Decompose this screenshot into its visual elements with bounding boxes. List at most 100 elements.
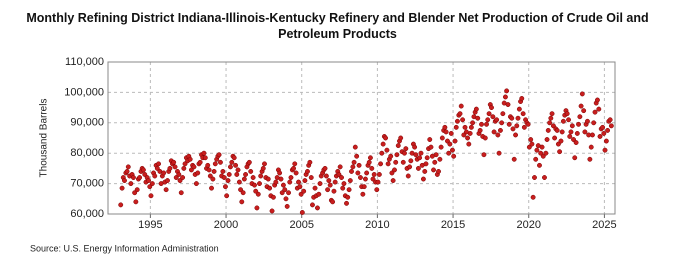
y-tick-label: 100,000 [64,86,104,98]
point [453,124,459,130]
point [360,191,366,197]
point [431,167,436,173]
point [417,155,423,161]
point [520,111,526,117]
point [574,130,580,136]
point [530,194,536,200]
point [327,182,333,188]
point [156,161,161,167]
point [412,144,418,150]
point [167,165,173,171]
point [193,181,199,187]
y-axis-label: Thousand Barrels [39,99,50,178]
point [341,181,347,187]
point [560,118,566,124]
point [573,140,579,146]
point [258,173,264,179]
point [133,199,139,205]
point [283,196,289,202]
point [437,156,443,162]
point [455,118,460,124]
point [362,176,368,182]
point [305,168,310,174]
point [287,179,293,185]
point [447,141,453,147]
point [519,96,525,101]
chart-title: Monthly Refining District Indiana-Illino… [26,11,649,41]
point [557,149,563,155]
point [533,156,539,162]
point [293,170,299,176]
point [376,172,382,177]
point [332,179,338,185]
point [415,165,421,171]
point [379,150,385,156]
point [355,170,361,176]
point [326,178,332,184]
point [433,152,439,158]
point [490,114,496,120]
point [347,178,353,184]
point [481,152,487,158]
point [325,187,331,193]
point [255,191,261,197]
point [273,179,279,185]
point [234,172,240,177]
point [140,167,146,173]
point [585,118,590,124]
point [432,159,438,165]
point [361,184,367,190]
point [587,156,593,162]
x-tick-label: 2010 [365,219,389,231]
point [594,97,600,103]
point [217,159,223,165]
point [227,164,233,170]
point [236,179,242,185]
point [278,176,284,182]
point [286,190,292,196]
point [499,120,505,126]
point [374,187,380,193]
point [592,109,598,115]
point [502,94,508,100]
point [395,143,401,149]
point [178,190,184,196]
point [254,205,260,211]
point [465,135,471,141]
point [229,159,235,165]
point [473,106,479,112]
point [385,161,391,167]
point [248,168,254,174]
point [515,115,521,121]
point [316,191,322,197]
point [597,134,603,139]
point [124,168,130,174]
point [312,185,318,191]
point [516,106,522,112]
point [477,127,483,133]
point [339,175,344,180]
point [608,123,614,129]
point [161,170,167,176]
point [514,123,520,129]
point [552,135,558,141]
point [216,152,222,158]
point [439,135,445,141]
point [246,159,252,165]
point [400,159,406,165]
x-tick-label: 2005 [289,219,313,231]
point [559,129,565,135]
point [600,124,606,130]
point [220,168,226,174]
point [460,117,466,123]
plot-frame [107,61,616,215]
point [226,172,232,177]
point [337,164,343,170]
y-tick-label: 60,000 [70,208,104,220]
point [235,167,241,173]
point [572,155,578,161]
point [443,129,449,135]
point [549,111,555,117]
y-tick-label: 70,000 [70,178,104,190]
